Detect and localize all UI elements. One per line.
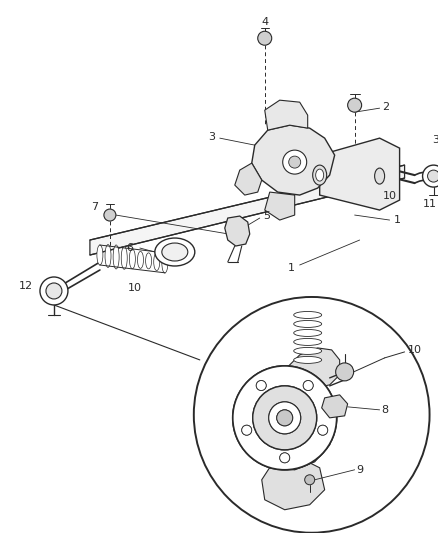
Text: 3: 3 — [208, 132, 215, 142]
Ellipse shape — [121, 247, 127, 269]
Polygon shape — [238, 375, 335, 470]
Text: 6: 6 — [126, 243, 133, 253]
Text: 2: 2 — [383, 102, 390, 112]
Circle shape — [277, 410, 293, 426]
Ellipse shape — [313, 165, 327, 185]
Text: 10: 10 — [408, 345, 422, 355]
Text: 5: 5 — [263, 211, 270, 221]
Polygon shape — [321, 395, 348, 418]
Circle shape — [253, 386, 317, 450]
Ellipse shape — [294, 311, 321, 318]
Circle shape — [233, 366, 337, 470]
Circle shape — [256, 381, 266, 391]
Circle shape — [253, 386, 317, 450]
Circle shape — [233, 366, 337, 470]
Ellipse shape — [374, 168, 385, 184]
Circle shape — [280, 453, 290, 463]
Text: 8: 8 — [381, 405, 389, 415]
Circle shape — [242, 425, 252, 435]
Ellipse shape — [162, 253, 168, 273]
Polygon shape — [285, 348, 339, 388]
Circle shape — [269, 402, 301, 434]
Polygon shape — [225, 216, 250, 246]
Ellipse shape — [97, 245, 103, 265]
Ellipse shape — [316, 169, 324, 181]
Circle shape — [303, 381, 313, 391]
Text: 4: 4 — [261, 17, 268, 27]
Text: 10: 10 — [383, 191, 396, 201]
Polygon shape — [252, 125, 335, 195]
Circle shape — [194, 297, 430, 532]
Circle shape — [305, 475, 314, 485]
Ellipse shape — [105, 245, 111, 268]
Circle shape — [336, 363, 353, 381]
Ellipse shape — [145, 253, 152, 269]
Text: 9: 9 — [357, 465, 364, 475]
Polygon shape — [262, 458, 325, 510]
Ellipse shape — [294, 348, 321, 354]
Circle shape — [277, 410, 293, 426]
Text: 1: 1 — [288, 263, 295, 273]
Ellipse shape — [113, 245, 119, 269]
Circle shape — [283, 150, 307, 174]
Polygon shape — [320, 138, 399, 210]
Ellipse shape — [294, 357, 321, 364]
Circle shape — [258, 31, 272, 45]
Ellipse shape — [129, 249, 135, 269]
Circle shape — [40, 277, 68, 305]
Ellipse shape — [155, 238, 195, 266]
Circle shape — [348, 98, 362, 112]
Circle shape — [104, 209, 116, 221]
Ellipse shape — [294, 329, 321, 336]
Circle shape — [318, 425, 328, 435]
Circle shape — [423, 165, 438, 187]
Text: 1: 1 — [394, 215, 401, 225]
Circle shape — [242, 425, 252, 435]
Circle shape — [289, 156, 301, 168]
Text: 12: 12 — [19, 281, 33, 291]
Polygon shape — [265, 100, 307, 130]
Polygon shape — [235, 163, 262, 195]
Ellipse shape — [162, 243, 188, 261]
Circle shape — [256, 381, 266, 391]
Ellipse shape — [138, 252, 144, 268]
Ellipse shape — [294, 338, 321, 345]
Polygon shape — [90, 165, 405, 255]
Circle shape — [427, 170, 438, 182]
Text: 10: 10 — [128, 283, 142, 293]
Text: 7: 7 — [91, 202, 98, 212]
Ellipse shape — [154, 253, 160, 271]
Circle shape — [46, 283, 62, 299]
Ellipse shape — [294, 320, 321, 327]
Polygon shape — [265, 192, 295, 220]
Circle shape — [280, 453, 290, 463]
Circle shape — [269, 402, 301, 434]
Text: 3: 3 — [433, 135, 438, 145]
Circle shape — [303, 381, 313, 391]
Circle shape — [318, 425, 328, 435]
Text: 11: 11 — [423, 199, 437, 209]
